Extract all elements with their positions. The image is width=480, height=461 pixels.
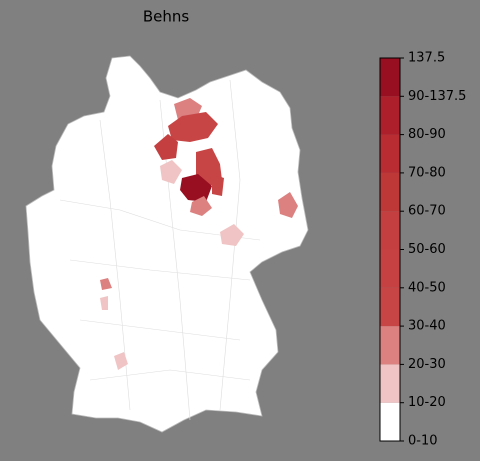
colorbar-segment: [380, 211, 400, 250]
region: [168, 112, 218, 142]
region: [154, 134, 178, 160]
colorbar-label: 20-30: [408, 357, 446, 372]
region: [212, 174, 224, 196]
colorbar-label: 70-80: [408, 165, 446, 180]
colorbar: 0-10 10-20 20-30 30-40 40-50 50-60 60-70 70-80 8…: [379, 51, 466, 449]
region: [100, 278, 112, 290]
colorbar-segment: [380, 364, 400, 403]
colorbar-label: 90-137.5: [408, 89, 466, 104]
colorbar-segment: [380, 96, 400, 135]
colorbar-label: 0-10: [408, 434, 438, 449]
region: [278, 192, 298, 218]
country-outline: [25, 55, 309, 433]
colorbar-segment: [380, 326, 400, 365]
region: [180, 174, 212, 202]
colorbar-label: 50-60: [408, 242, 446, 257]
region: [220, 224, 244, 246]
colorbar-label: 30-40: [408, 319, 446, 334]
colorbar-segment: [380, 58, 400, 97]
region: [114, 352, 128, 370]
colorbar-label: 10-20: [408, 395, 446, 410]
colorbar-label: 137.5: [408, 51, 445, 66]
germany-map: [25, 55, 309, 433]
region-internal-lines: [59, 79, 261, 421]
colorbar-label: 40-50: [408, 280, 446, 295]
region: [160, 160, 182, 184]
region: [100, 296, 108, 310]
colorbar-segment: [380, 172, 400, 212]
colorbar-segment: [380, 249, 400, 288]
colorbar-label: 80-90: [408, 127, 446, 142]
colorbar-segment: [380, 287, 400, 327]
map-title: Behns: [143, 8, 190, 26]
colorbar-label: 60-70: [408, 204, 446, 219]
colorbar-segment: [380, 134, 400, 173]
colorbar-segment: [380, 402, 400, 441]
region: [190, 196, 212, 216]
